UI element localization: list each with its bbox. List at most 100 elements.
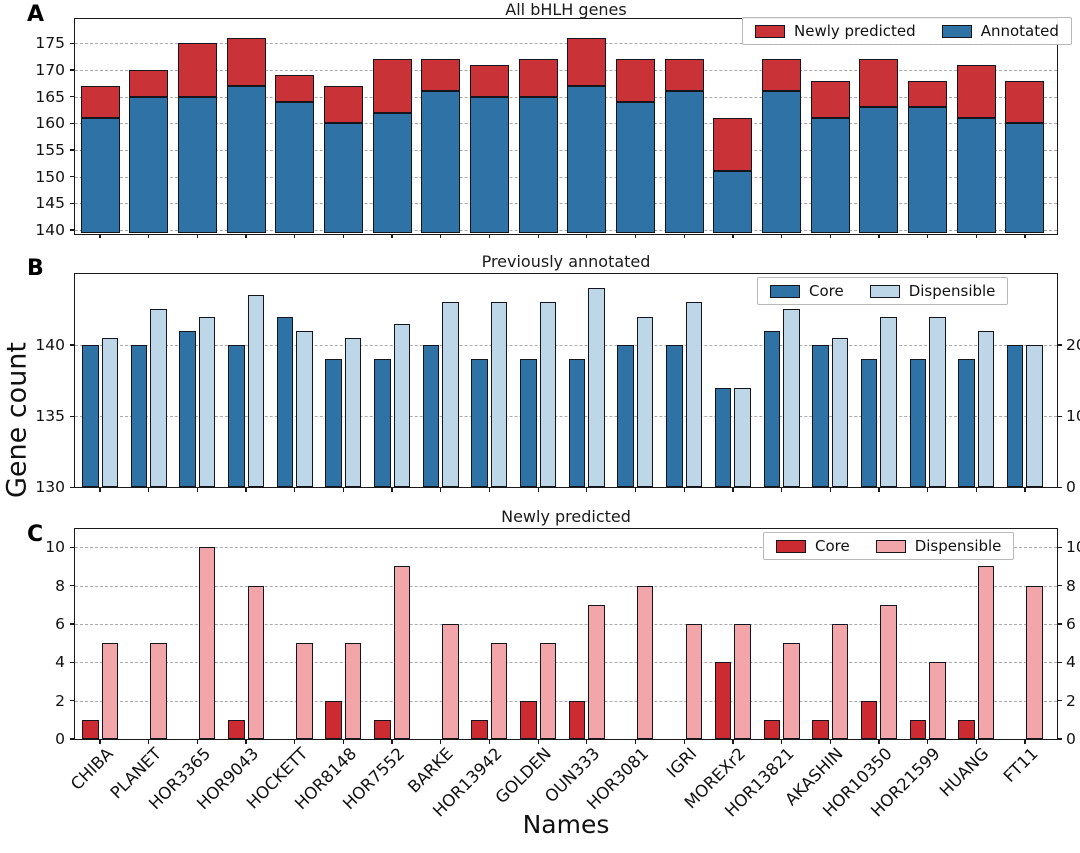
y-tick-label: 170 [35,60,65,79]
x-tick-mark [780,487,783,492]
y-right-tick-label: 0 [1066,730,1076,748]
dispensible-bar [880,604,897,739]
core-label: Core [815,537,850,555]
annotated-bar [713,171,753,234]
dispensible-label: Dispensible [914,537,1002,555]
dispensible-bar [636,316,654,488]
newly-predicted-segment [664,59,704,92]
gridline [75,69,1057,71]
core-bar [763,330,781,488]
gridline [75,585,1057,587]
x-tick-mark [440,233,442,238]
y-tick-mark [70,69,75,71]
dispensible-bar [490,643,508,739]
annotated-bar [226,85,266,234]
x-tick-mark [99,233,101,238]
newly-predicted-segment [177,43,217,97]
y-right-tick-mark [1057,415,1062,417]
core-bar [958,359,975,488]
newly-predicted-segment [1005,80,1045,124]
x-tick-mark [780,233,783,238]
newly-predicted-segment [956,64,996,118]
dispensible-bar [490,302,508,488]
x-tick-label: FT11 [999,744,1042,786]
x-axis-label: Names [522,810,610,839]
core-bar [471,719,488,739]
dispensible-bar [150,309,167,488]
core-bar [471,359,488,488]
core-bar [666,344,683,488]
dispensible-bar [685,623,703,739]
y-right-tick-label: 20 [1066,335,1080,354]
y-tick-label: 145 [35,194,65,213]
gridline [75,623,1057,625]
core-bar [82,344,99,488]
x-tick-mark [537,233,539,238]
x-tick-mark [780,739,783,744]
gridline [75,150,1057,151]
x-tick-mark [683,233,685,238]
x-tick-mark [294,739,296,744]
legend-item: Annotated [941,22,1059,40]
x-tick-mark [878,487,880,492]
y-tick-mark [70,584,75,587]
core-bar [909,359,927,488]
y-right-tick-mark [1057,344,1062,346]
x-tick-mark [829,739,831,744]
dispensible-bar [734,387,751,488]
gridline [75,416,1057,418]
y-right-tick-mark [1057,584,1062,587]
y-tick-label: 6 [55,614,65,633]
x-tick-mark [683,739,685,744]
newly-predicted-segment [323,85,363,124]
x-tick-mark [926,739,929,744]
annotated-bar [80,117,120,234]
gridline [75,176,1057,178]
panel-b-letter: B [27,256,44,281]
annotated-bar [908,107,948,234]
y-tick-label: 165 [35,87,65,106]
panel-a-letter: A [27,2,45,27]
x-tick-mark [586,487,588,492]
x-tick-mark [829,233,831,238]
x-tick-mark [245,739,247,744]
core-bar [422,344,440,488]
y-tick-mark [70,486,75,488]
dispensible-bar [344,643,362,739]
dispensible-bar [977,330,995,488]
x-tick-mark [634,233,637,238]
x-tick-label: IGRI [663,744,701,782]
dispensible-blue-swatch [869,284,900,298]
core-bar [374,359,391,488]
newly-predicted-segment [810,80,850,118]
x-tick-mark [1024,739,1026,744]
core-bar [812,344,829,488]
y-tick-label: 175 [35,34,65,53]
annotated-bar [664,91,704,234]
core-bar [325,700,342,739]
dispensible-bar [831,623,849,739]
x-tick-mark [391,739,393,744]
dispensible-bar [783,643,800,739]
newly-predicted-segment [859,59,899,108]
x-tick-mark [488,233,491,238]
x-tick-mark [440,487,442,492]
y-tick-label: 0 [55,730,65,748]
dispensible-bar [101,337,118,488]
x-tick-mark [196,487,199,492]
dispensible-bar [101,643,118,739]
dispensible-bar [296,330,313,488]
x-tick-mark [586,739,588,744]
y-right-tick-label: 0 [1066,478,1076,497]
x-tick-mark [926,487,929,492]
dispensible-bar [442,623,459,739]
y-right-tick-mark [1057,661,1062,663]
x-tick-mark [537,487,539,492]
x-tick-mark [732,233,734,238]
x-tick-mark [1024,233,1026,238]
newly-predicted-segment [762,59,802,92]
newly-predicted-segment [518,59,558,97]
y-tick-mark [70,229,75,231]
x-tick-mark [148,487,150,492]
